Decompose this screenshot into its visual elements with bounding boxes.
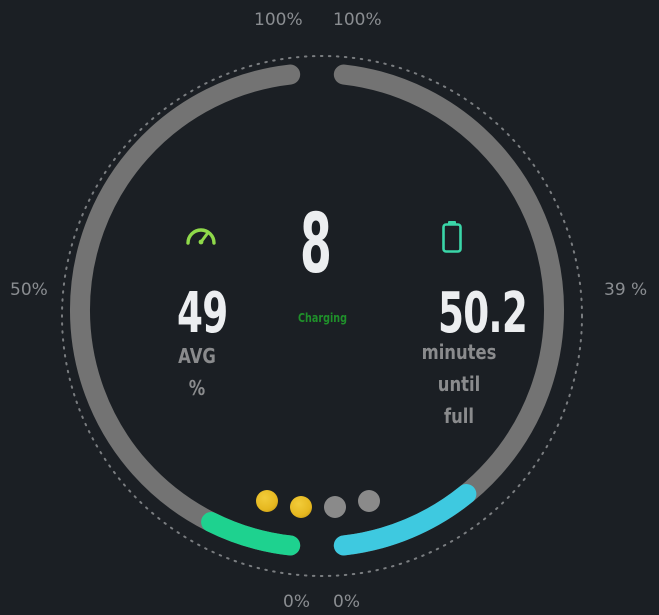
battery-icon [442,221,462,253]
bottom-left-percent-label: 0% [283,592,310,612]
indicator-dot [324,496,346,518]
right-arc-fill [333,484,477,556]
right-percent-label: 39 % [604,280,648,300]
average-value: 49 [177,281,228,346]
indicator-dot [358,490,380,512]
average-label-line2: % [188,376,206,400]
time-remaining-label: minutes until full [418,336,500,432]
left-arc-track [69,64,301,556]
time-remaining-label-line2: until [437,372,481,396]
time-remaining-label-line1: minutes [421,340,497,364]
top-left-percent-label: 100% [254,10,303,30]
bottom-right-percent-label: 0% [333,592,360,612]
outer-dotted-ring [61,55,583,577]
average-label-line1: AVG [178,344,216,368]
time-remaining-label-line3: full [443,404,475,428]
indicator-dot [290,496,312,518]
time-remaining-value: 50.2 [438,281,528,346]
indicator-dot [256,490,278,512]
center-value: 8 [300,197,332,292]
left-percent-label: 50% [10,280,48,300]
speedometer-icon [186,228,216,245]
charging-status: Charging [298,311,347,325]
left-arc-fill [201,512,301,556]
average-label: AVG % [172,340,221,404]
top-right-percent-label: 100% [333,10,382,30]
